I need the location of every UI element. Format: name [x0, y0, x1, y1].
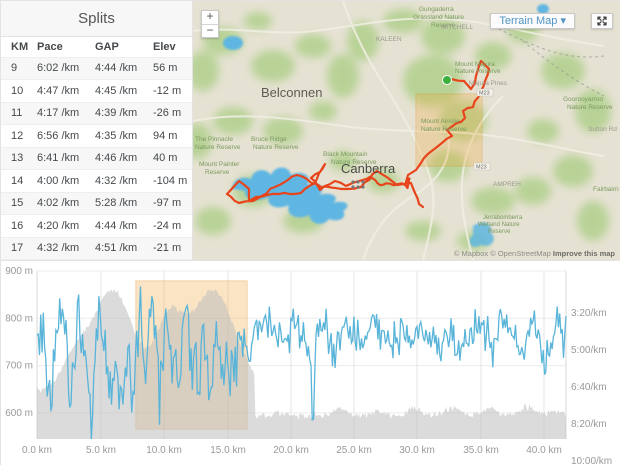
svg-text:Nature Reserve: Nature Reserve	[421, 126, 467, 133]
svg-text:Wetland Nature: Wetland Nature	[478, 222, 520, 228]
svg-text:Grassland Nature: Grassland Nature	[413, 14, 464, 21]
svg-text:Sutton Rd: Sutton Rd	[588, 126, 617, 133]
svg-text:Reserve: Reserve	[488, 229, 511, 235]
svg-text:Goorooyarroo: Goorooyarroo	[563, 96, 603, 103]
svg-text:AMPREH: AMPREH	[493, 181, 521, 188]
svg-text:Mount Ainslie: Mount Ainslie	[421, 118, 460, 125]
svg-text:10.0 km: 10.0 km	[146, 445, 182, 456]
svg-text:Reserve: Reserve	[205, 169, 230, 176]
svg-text:25.0 km: 25.0 km	[336, 445, 372, 456]
svg-text:Nature Reserve: Nature Reserve	[253, 144, 299, 151]
svg-text:10:00/km: 10:00/km	[571, 456, 612, 465]
svg-text:Nature Reserve: Nature Reserve	[455, 68, 501, 75]
svg-text:20.0 km: 20.0 km	[273, 445, 309, 456]
svg-text:900 m: 900 m	[5, 266, 33, 277]
svg-text:15.0 km: 15.0 km	[210, 445, 246, 456]
svg-text:Jerrabomberra: Jerrabomberra	[483, 215, 523, 221]
svg-text:Bruce Ridge: Bruce Ridge	[251, 136, 287, 143]
svg-text:Mount Painter: Mount Painter	[199, 161, 240, 168]
svg-text:6:40/km: 6:40/km	[571, 382, 607, 393]
svg-text:M23: M23	[479, 91, 490, 97]
svg-text:M23: M23	[476, 165, 487, 171]
svg-text:Mount Majura: Mount Majura	[455, 61, 495, 68]
svg-text:Belconnen: Belconnen	[261, 85, 322, 100]
svg-text:The Pinnacle: The Pinnacle	[195, 136, 233, 143]
svg-text:Majura Pines: Majura Pines	[469, 80, 508, 87]
svg-text:5.0 km: 5.0 km	[86, 445, 116, 456]
svg-text:3:20/km: 3:20/km	[571, 308, 607, 319]
svg-text:30.0 km: 30.0 km	[399, 445, 435, 456]
svg-text:700 m: 700 m	[5, 361, 33, 372]
svg-text:5:00/km: 5:00/km	[571, 345, 607, 356]
svg-text:40.0 km: 40.0 km	[526, 445, 562, 456]
svg-text:Fairbairn Forest: Fairbairn Forest	[593, 186, 620, 193]
svg-text:Nature Reserve: Nature Reserve	[195, 144, 241, 151]
svg-text:KALEEN: KALEEN	[376, 36, 402, 43]
svg-text:35.0 km: 35.0 km	[463, 445, 499, 456]
svg-text:MITCHELL: MITCHELL	[441, 24, 474, 31]
svg-text:Nature Reserve: Nature Reserve	[567, 104, 613, 111]
svg-text:600 m: 600 m	[5, 408, 33, 419]
svg-text:8:20/km: 8:20/km	[571, 419, 607, 430]
svg-text:800 m: 800 m	[5, 313, 33, 324]
svg-text:0.0 km: 0.0 km	[22, 445, 52, 456]
svg-text:Black Mountain: Black Mountain	[323, 151, 368, 158]
svg-text:Nature Reserve: Nature Reserve	[331, 159, 377, 166]
svg-text:Gungaderra: Gungaderra	[419, 6, 454, 13]
